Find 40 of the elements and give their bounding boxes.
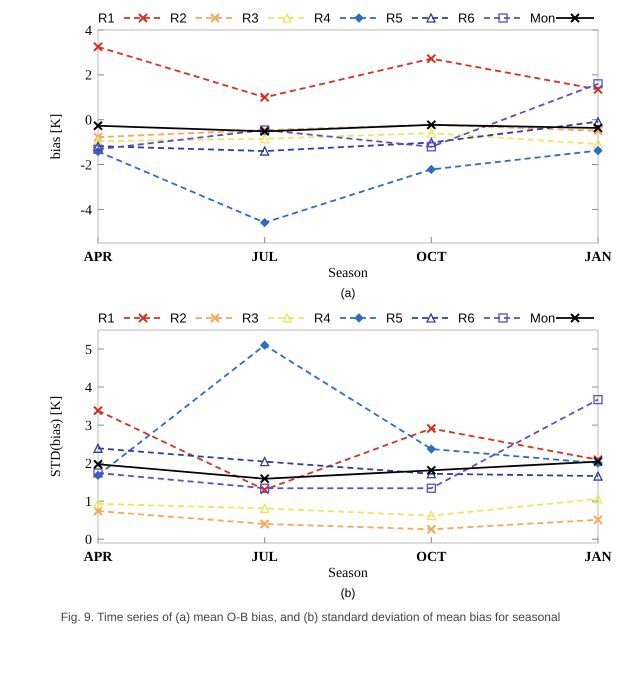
legend-label: R5 bbox=[386, 10, 403, 26]
legend-label: R4 bbox=[314, 10, 331, 26]
y-tick-label: 0 bbox=[85, 533, 92, 548]
x-tick-label: JAN bbox=[584, 250, 612, 265]
text: (b) bbox=[340, 586, 356, 600]
legend-label: R2 bbox=[170, 10, 187, 26]
legend-label: R5 bbox=[386, 310, 403, 326]
y-tick-label: 1 bbox=[85, 495, 92, 510]
legend-label: R2 bbox=[170, 310, 187, 326]
y-tick-label: 4 bbox=[85, 380, 92, 396]
legend-label: R3 bbox=[242, 10, 259, 26]
legend-label: R3 bbox=[242, 310, 259, 326]
x-tick-label: JAN bbox=[584, 550, 612, 565]
x-tick-label: OCT bbox=[416, 250, 448, 265]
x-tick-label: JUL bbox=[251, 550, 278, 565]
legend-label: R6 bbox=[458, 10, 475, 26]
x-axis-title: Season bbox=[328, 566, 368, 581]
y-axis-title: STD(bias) [K] bbox=[49, 396, 64, 478]
legend-label: Mon bbox=[530, 10, 556, 26]
legend-label: Mon bbox=[530, 310, 556, 326]
y-tick-label: 4 bbox=[85, 24, 92, 39]
legend-label: R6 bbox=[458, 310, 475, 326]
legend-label: R1 bbox=[98, 10, 115, 26]
y-tick-label: 3 bbox=[85, 418, 92, 434]
x-tick-label: JUL bbox=[251, 250, 278, 265]
legend-label: R1 bbox=[98, 310, 115, 326]
x-axis-title: Season bbox=[328, 266, 368, 281]
y-tick-label: 2 bbox=[85, 457, 92, 472]
x-tick-label: APR bbox=[84, 250, 114, 265]
caption: Fig. 9. Time series of (a) mean O-B bias, and (b) standard deviation of mean bias for seasonal bbox=[60, 610, 560, 624]
y-tick-label: 2 bbox=[85, 68, 92, 84]
legend-label: R4 bbox=[314, 310, 331, 326]
x-tick-label: OCT bbox=[416, 550, 448, 565]
y-axis-title: bias [K] bbox=[49, 114, 64, 160]
y-tick-label: 5 bbox=[85, 342, 92, 358]
y-tick-label: -2 bbox=[80, 158, 92, 174]
x-tick-label: APR bbox=[84, 550, 114, 565]
y-tick-label: -4 bbox=[80, 203, 92, 218]
y-tick-label: 0 bbox=[85, 114, 92, 129]
text: (a) bbox=[340, 286, 356, 300]
